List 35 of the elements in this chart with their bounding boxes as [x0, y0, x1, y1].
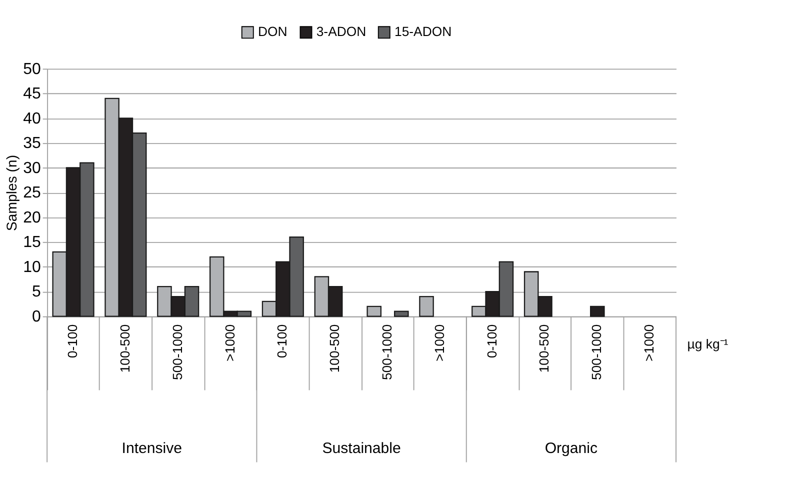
x-tick-label: 500-1000 — [380, 324, 395, 380]
x-tick-label: 0-100 — [274, 324, 290, 358]
text: Intensive — [122, 440, 182, 457]
x-tick-label: 100-500 — [117, 324, 132, 373]
bar — [394, 310, 409, 317]
x-tick-label: 100-500 — [327, 324, 342, 373]
x-tick-label: 0-100 — [65, 324, 80, 358]
y-tick-label: 50 — [23, 60, 42, 78]
x-axis-title: µg kg⁻¹ — [687, 336, 729, 352]
text: Organic — [544, 440, 598, 457]
legend-label: 3-ADON — [316, 24, 366, 40]
x-tick-label: 500-1000 — [170, 324, 185, 380]
bar — [590, 306, 605, 317]
bar — [419, 296, 434, 317]
x-tick-label: >1000 — [642, 324, 657, 362]
text: Sustainable — [322, 440, 401, 457]
y-tick-label: 45 — [23, 86, 42, 103]
y-tick-label: 30 — [23, 160, 42, 177]
y-tick-label: 15 — [23, 234, 42, 252]
y-tick-label: 35 — [23, 135, 42, 152]
y-tick-label: 40 — [23, 110, 42, 128]
bar — [366, 306, 382, 317]
y-tick-label: 20 — [23, 209, 42, 226]
y-tick-label: 10 — [23, 258, 42, 276]
x-tick-label: >1000 — [432, 324, 447, 362]
y-axis-title: Samples (n) — [4, 154, 20, 232]
legend-label: DON — [258, 24, 288, 40]
y-tick-label: 5 — [32, 284, 42, 301]
x-tick-label: 100-500 — [536, 324, 552, 373]
x-tick-label: 0-100 — [484, 324, 500, 358]
legend-label: 15-ADON — [394, 24, 452, 40]
y-tick-label: 25 — [23, 184, 42, 202]
x-tick-label: 500-1000 — [589, 324, 604, 380]
x-tick-label: >1000 — [222, 324, 238, 362]
y-tick-label: 0 — [32, 308, 42, 326]
